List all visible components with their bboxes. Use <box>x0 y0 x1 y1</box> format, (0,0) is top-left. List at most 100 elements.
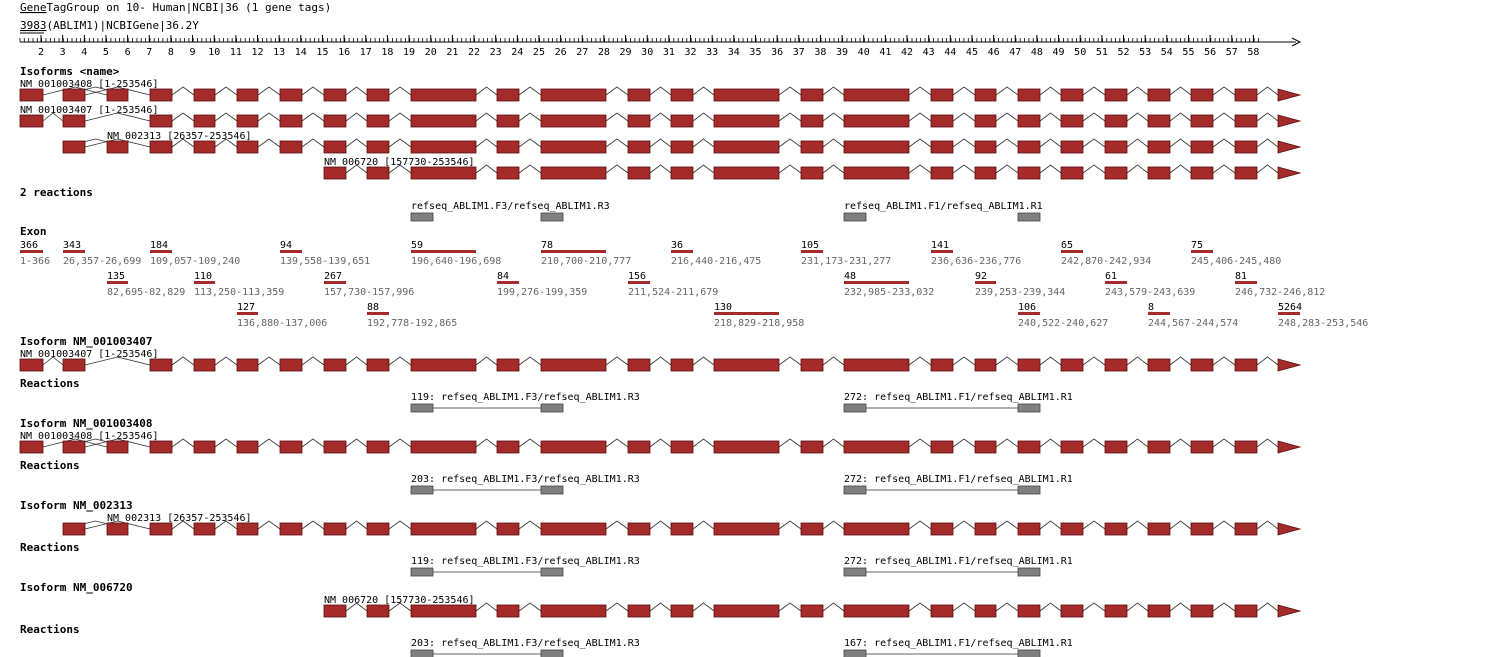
exon-22-box[interactable] <box>1104 114 1128 128</box>
exon-13-box[interactable] <box>627 88 651 102</box>
exon-18-box[interactable] <box>930 440 954 454</box>
exon-9-box[interactable] <box>366 114 390 128</box>
exon-17-box[interactable] <box>843 166 910 180</box>
exon-19-box[interactable] <box>974 88 997 102</box>
exon-entry[interactable]: 48 232,985-233,032 <box>844 271 934 298</box>
exon-3-box[interactable] <box>62 88 86 102</box>
exon-2-box[interactable] <box>106 440 129 454</box>
exon-11-box[interactable] <box>496 88 520 102</box>
reaction[interactable]: refseq_ABLIM1.F3/refseq_ABLIM1.R3 <box>410 201 610 222</box>
exon-21-box[interactable] <box>1060 140 1084 154</box>
exon-entry[interactable]: 61 243,579-243,639 <box>1105 271 1195 298</box>
exon-4-box[interactable] <box>149 114 173 128</box>
exon-11-box[interactable] <box>496 522 520 536</box>
reaction-label[interactable]: 272: refseq_ABLIM1.F1/refseq_ABLIM1.R1 <box>844 474 1073 485</box>
exon-5-box[interactable] <box>193 440 216 454</box>
exon-13-box[interactable] <box>627 166 651 180</box>
reaction-label[interactable]: 272: refseq_ABLIM1.F1/refseq_ABLIM1.R1 <box>844 392 1073 403</box>
exon-9-box[interactable] <box>366 88 390 102</box>
exon-20-box[interactable] <box>1017 358 1041 372</box>
reaction-label[interactable]: 167: refseq_ABLIM1.F1/refseq_ABLIM1.R1 <box>844 638 1073 649</box>
exon-18-box[interactable] <box>930 522 954 536</box>
exon-4-box[interactable] <box>149 522 173 536</box>
exon-11-box[interactable] <box>496 440 520 454</box>
exon-4-box[interactable] <box>149 88 173 102</box>
exon-8-box[interactable] <box>323 88 347 102</box>
exon-8-box[interactable] <box>323 440 347 454</box>
exon-13-box[interactable] <box>627 358 651 372</box>
reverse-primer[interactable] <box>1017 403 1041 413</box>
exon-25-box[interactable] <box>1234 358 1258 372</box>
exon-7-box[interactable] <box>279 140 303 154</box>
exon-entry[interactable]: 343 26,357-26,699 <box>63 240 141 267</box>
exon-6-box[interactable] <box>236 358 259 372</box>
exon-25-box[interactable] <box>1234 440 1258 454</box>
exon-18-box[interactable] <box>930 358 954 372</box>
exon-entry[interactable]: 141 236,636-236,776 <box>931 240 1021 267</box>
exon-20-box[interactable] <box>1017 440 1041 454</box>
exon-13-box[interactable] <box>627 440 651 454</box>
exon-5-box[interactable] <box>193 358 216 372</box>
exon-17-box[interactable] <box>843 358 910 372</box>
exon-11-box[interactable] <box>496 140 520 154</box>
exon-14-box[interactable] <box>670 114 694 128</box>
exon-6-box[interactable] <box>236 88 259 102</box>
exon-25-box[interactable] <box>1234 114 1258 128</box>
exon-19-box[interactable] <box>974 522 997 536</box>
exon-26-arrow[interactable] <box>1277 522 1302 536</box>
exon-3-box[interactable] <box>62 522 86 536</box>
exon-7-box[interactable] <box>279 358 303 372</box>
exon-25-box[interactable] <box>1234 166 1258 180</box>
exon-25-box[interactable] <box>1234 604 1258 618</box>
exon-19-box[interactable] <box>974 114 997 128</box>
exon-21-box[interactable] <box>1060 358 1084 372</box>
reaction[interactable]: 119: refseq_ABLIM1.F3/refseq_ABLIM1.R3 <box>410 392 640 413</box>
exon-1-box[interactable] <box>19 88 44 102</box>
exon-2-box[interactable] <box>106 140 129 154</box>
exon-entry[interactable]: 135 82,695-82,829 <box>107 271 185 298</box>
exon-21-box[interactable] <box>1060 166 1084 180</box>
exon-25-box[interactable] <box>1234 522 1258 536</box>
exon-26-arrow[interactable] <box>1277 604 1302 618</box>
exon-6-box[interactable] <box>236 114 259 128</box>
exon-15-box[interactable] <box>713 522 780 536</box>
isoform-label[interactable]: NM_006720 [157730-253546] <box>324 157 475 168</box>
forward-primer[interactable] <box>410 649 434 657</box>
exon-15-box[interactable] <box>713 114 780 128</box>
exon-8-box[interactable] <box>323 522 347 536</box>
exon-16-box[interactable] <box>800 88 824 102</box>
exon-16-box[interactable] <box>800 358 824 372</box>
reaction-label[interactable]: 119: refseq_ABLIM1.F3/refseq_ABLIM1.R3 <box>411 556 640 567</box>
gene-id-link[interactable]: 3983 <box>20 19 47 32</box>
exon-12-box[interactable] <box>540 440 607 454</box>
exon-20-box[interactable] <box>1017 114 1041 128</box>
exon-20-box[interactable] <box>1017 522 1041 536</box>
exon-26-arrow[interactable] <box>1277 140 1302 154</box>
exon-9-box[interactable] <box>366 358 390 372</box>
forward-primer[interactable] <box>410 403 434 413</box>
exon-21-box[interactable] <box>1060 114 1084 128</box>
exon-8-box[interactable] <box>323 358 347 372</box>
reaction[interactable]: 167: refseq_ABLIM1.F1/refseq_ABLIM1.R1 <box>843 638 1073 657</box>
forward-primer[interactable] <box>843 649 867 657</box>
exon-13-box[interactable] <box>627 522 651 536</box>
forward-primer[interactable] <box>410 212 434 222</box>
exon-entry[interactable]: 78 210,700-210,777 <box>541 240 631 267</box>
exon-8-box[interactable] <box>323 140 347 154</box>
exon-entry[interactable]: 65 242,870-242,934 <box>1061 240 1151 267</box>
reverse-primer[interactable] <box>540 567 564 577</box>
exon-9-box[interactable] <box>366 166 390 180</box>
exon-16-box[interactable] <box>800 140 824 154</box>
exon-20-box[interactable] <box>1017 604 1041 618</box>
exon-entry[interactable]: 8 244,567-244,574 <box>1148 302 1238 329</box>
exon-12-box[interactable] <box>540 140 607 154</box>
forward-primer[interactable] <box>843 403 867 413</box>
exon-25-box[interactable] <box>1234 140 1258 154</box>
exon-8-box[interactable] <box>323 114 347 128</box>
reaction-label[interactable]: refseq_ABLIM1.F3/refseq_ABLIM1.R3 <box>411 201 610 212</box>
exon-14-box[interactable] <box>670 440 694 454</box>
exon-14-box[interactable] <box>670 88 694 102</box>
exon-19-box[interactable] <box>974 440 997 454</box>
exon-9-box[interactable] <box>366 522 390 536</box>
exon-entry[interactable]: 267 157,730-157,996 <box>324 271 414 298</box>
